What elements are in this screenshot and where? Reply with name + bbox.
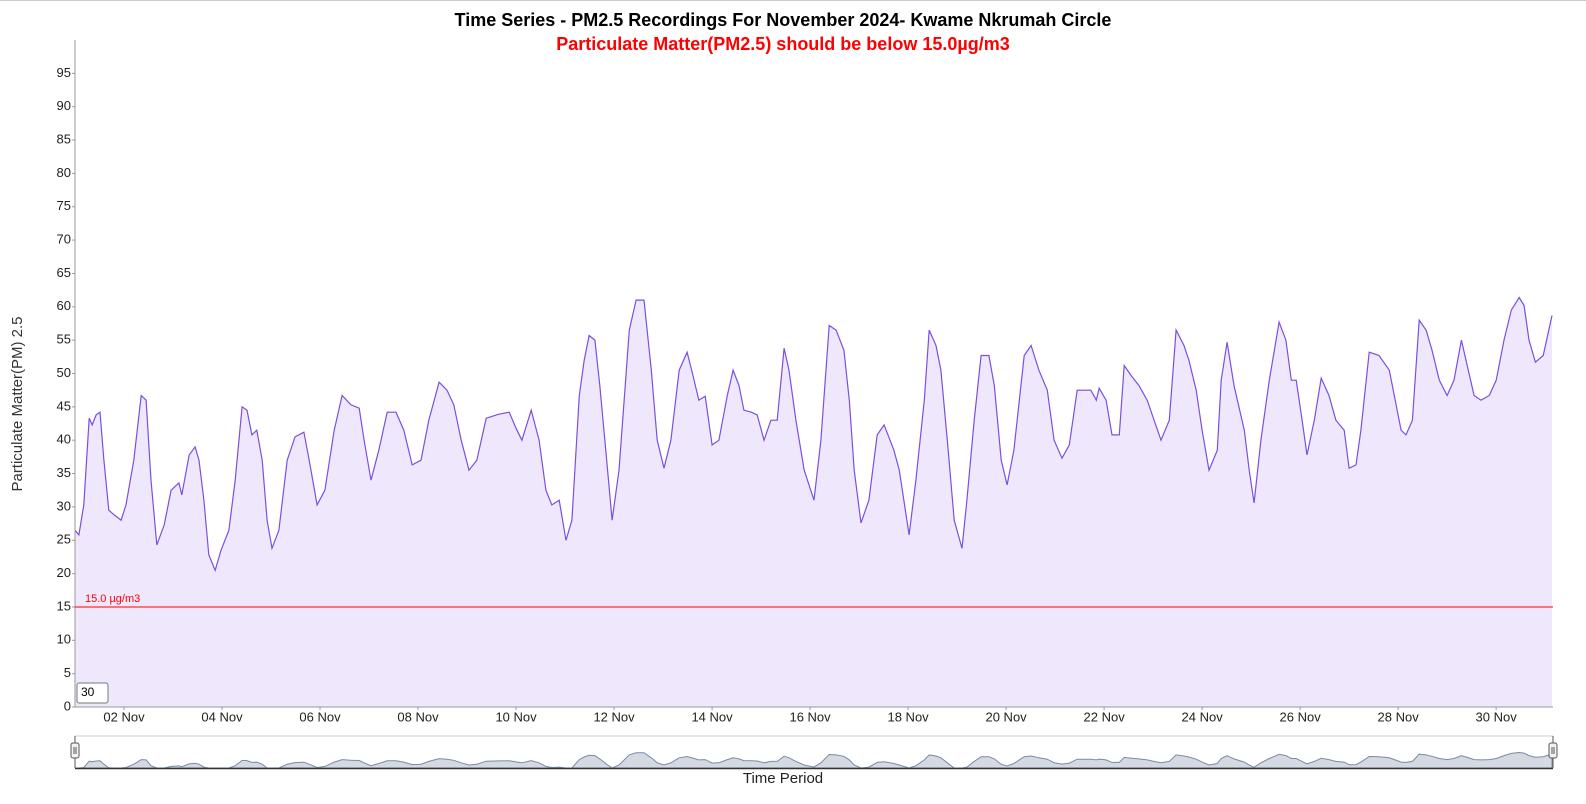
y-tick-label: 65 [57,265,71,280]
y-tick-label: 95 [57,65,71,80]
y-tick-label: 30 [57,498,71,513]
line [74,296,1553,573]
window-input-value: 30 [81,685,95,699]
y-tick-label: 50 [57,365,71,380]
x-tick-label: 28 Nov [1378,709,1420,724]
y-tick-label: 85 [57,131,71,146]
window-input [76,682,109,704]
x-tick-label: 04 Nov [201,709,243,724]
y-tick-label: 10 [57,632,71,647]
area-fill [75,297,1552,707]
x-tick-label: 06 Nov [299,709,341,724]
y-tick-label: 55 [57,332,71,347]
y-tick-label: 5 [64,665,71,680]
chart-title: Time Series - PM2.5 Recordings For Novem… [455,10,1112,30]
y-tick-label: 70 [57,232,71,247]
x-tick-label: 22 Nov [1084,709,1126,724]
x-tick-label: 12 Nov [593,709,635,724]
x-tick-label: 30 Nov [1476,709,1518,724]
y-tick-label: 45 [57,398,71,413]
y-tick-label: 90 [57,98,71,113]
threshold-label: 15.0 µg/m3 [85,593,140,605]
y-tick-label: 25 [57,532,71,547]
x-tick-label: 10 Nov [495,709,537,724]
x-tick-label: 26 Nov [1280,709,1322,724]
y-tick-label: 80 [57,165,71,180]
x-tick-label: 16 Nov [789,709,831,724]
navigator-handle[interactable] [1548,742,1558,759]
y-tick-label: 60 [57,298,71,313]
y-tick-label: 0 [64,698,71,713]
y-tick-label: 15 [57,598,71,613]
y-tick-label: 40 [57,432,71,447]
x-tick-label: 24 Nov [1182,709,1224,724]
y-tick-label: 20 [57,565,71,580]
navigator-handle[interactable] [70,742,80,759]
x-tick-label: 02 Nov [103,709,145,724]
x-axis-label: Time Period [743,770,823,787]
x-tick-label: 20 Nov [985,709,1027,724]
navigator-area [75,751,1553,769]
y-tick-label: 35 [57,465,71,480]
x-tick-label: 08 Nov [397,709,439,724]
chart-subtitle: Particulate Matter(PM2.5) should be belo… [556,34,1009,54]
y-tick-label: 75 [57,198,71,213]
y-axis-label: Particulate Matter(PM) 2.5 [9,316,26,491]
x-tick-label: 18 Nov [887,709,929,724]
x-tick-label: 14 Nov [691,709,733,724]
